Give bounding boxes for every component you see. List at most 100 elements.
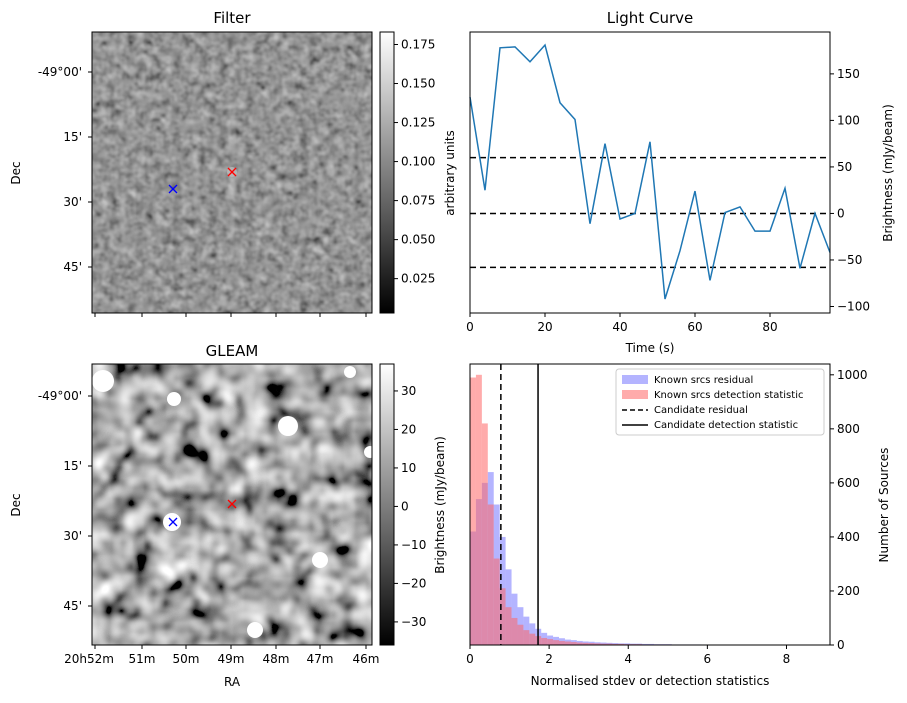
lightcurve-xlabel: Time (s) (625, 341, 675, 355)
gleam-ylabel: Dec (9, 493, 23, 516)
lightcurve-ylabel: arbitrary units (443, 130, 457, 216)
gleam-colorbar-tick-label-4: 10 (401, 461, 416, 475)
lightcurve-xtick-1: 20 (537, 320, 552, 334)
hist-bar-detection-0 (470, 378, 476, 645)
hist-bar-detection-6 (506, 607, 512, 645)
hist-xtick-0: 0 (466, 652, 474, 666)
hist-xtick-2: 4 (624, 652, 632, 666)
legend-label-residual: Known srcs residual (654, 375, 753, 386)
hist-bar-detection-10 (529, 634, 535, 645)
filter-colorbar-tick-label-3: 0.100 (401, 155, 435, 169)
lightcurve-series-line (470, 45, 830, 299)
gleam-y-ticks: -49°00' 15' 30' 45' (38, 389, 92, 613)
gleam-xtick-5: 47m (307, 652, 334, 666)
filter-y-ticks: -49°00' 15' 30' 45' (38, 65, 92, 274)
hist-bar-detection-1 (476, 375, 482, 645)
lightcurve-frame (470, 32, 830, 313)
legend-swatch-residual (622, 375, 648, 384)
legend-label-detection: Known srcs detection statistic (654, 390, 803, 401)
gleam-colorbar-tick-label-3: 0 (401, 499, 409, 513)
histogram-x-ticks: 0 2 4 6 8 (466, 645, 790, 666)
lightcurve-y2tick-3: 50 (837, 160, 852, 174)
gleam-xtick-4: 48m (263, 652, 290, 666)
hist-ytick-1: 200 (837, 584, 860, 598)
gleam-colorbar-label: Brightness (mJy/beam) (433, 436, 447, 574)
lightcurve-y2label: Brightness (mJy/beam) (881, 104, 895, 242)
hist-bar-detection-12 (541, 638, 547, 645)
gleam-colorbar-tick-label-1: −20 (401, 576, 426, 590)
hist-bar-detection-3 (488, 505, 494, 646)
filter-ytick-2: 30' (63, 195, 82, 209)
lightcurve-y2tick-2: 0 (837, 206, 845, 220)
lightcurve-title: Light Curve (607, 9, 693, 27)
gleam-colorbar-tick-label-0: −30 (401, 615, 426, 629)
gleam-x-ticks: 20h52m 51m 50m 49m 48m 47m 46m (64, 645, 379, 666)
hist-bar-detection-14 (553, 640, 559, 645)
hist-ytick-5: 1000 (837, 368, 868, 382)
hist-xtick-3: 6 (704, 652, 712, 666)
filter-colorbar-tick-label-1: 0.050 (401, 233, 435, 247)
gleam-xtick-2: 50m (173, 652, 200, 666)
hist-ytick-0: 0 (837, 638, 845, 652)
gleam-ytick-2: 30' (63, 529, 82, 543)
hist-ytick-2: 400 (837, 530, 860, 544)
hist-bar-detection-13 (547, 639, 553, 645)
hist-xtick-1: 2 (545, 652, 553, 666)
hist-xtick-4: 8 (783, 652, 791, 666)
gleam-ytick-3: 45' (63, 599, 82, 613)
filter-colorbar (380, 32, 394, 313)
lightcurve-x-ticks: 0 20 40 60 80 (466, 313, 777, 334)
gleam-colorbar-tick-label-2: −10 (401, 538, 426, 552)
gleam-panel: GLEAM -49°00' 15' 30' 45' (9, 342, 447, 689)
lightcurve-y2tick-4: 100 (837, 113, 860, 127)
filter-colorbar-tick-label-5: 0.150 (401, 77, 435, 91)
gleam-colorbar-tick-label-6: 30 (401, 384, 416, 398)
filter-colorbar-tick-label-6: 0.175 (401, 37, 435, 51)
lightcurve-y2-ticks: −100 −50 0 50 100 150 (830, 67, 870, 314)
gleam-colorbar (380, 364, 394, 645)
hist-ytick-4: 800 (837, 422, 860, 436)
filter-ylabel: Dec (9, 161, 23, 184)
filter-colorbar-tick-label-4: 0.125 (401, 116, 435, 130)
gleam-xlabel: RA (224, 675, 241, 689)
lightcurve-y2tick-0: −100 (837, 299, 870, 313)
filter-panel: Filter -49°00' 15' 30' 45' Dec (9, 9, 435, 317)
filter-x-ticks (95, 313, 366, 317)
histogram-xlabel: Normalised stdev or detection statistics (531, 674, 770, 688)
histogram-legend: Known srcs residual Known srcs detection… (616, 369, 824, 435)
lightcurve-panel: Light Curve 0 20 40 60 80 −100 −50 0 50 100 150 T… (443, 9, 895, 355)
gleam-xtick-3: 49m (218, 652, 245, 666)
gleam-xtick-6: 46m (353, 652, 380, 666)
lightcurve-xtick-3: 60 (687, 320, 702, 334)
gleam-xtick-1: 51m (129, 652, 156, 666)
filter-title: Filter (213, 9, 251, 27)
gleam-ytick-1: 15' (63, 459, 82, 473)
filter-ytick-3: 45' (63, 260, 82, 274)
filter-ytick-0: -49°00' (38, 65, 82, 79)
hist-bar-detection-4 (494, 559, 500, 645)
lightcurve-xtick-2: 40 (612, 320, 627, 334)
gleam-colorbar-ticks: −30 −20 −10 0 10 20 30 (394, 384, 426, 629)
hist-bar-detection-8 (517, 625, 523, 645)
legend-label-cand-detection: Candidate detection statistic (654, 420, 798, 431)
gleam-xtick-0: 20h52m (64, 652, 114, 666)
gleam-ytick-0: -49°00' (38, 389, 82, 403)
gleam-colorbar-tick-label-5: 20 (401, 422, 416, 436)
lightcurve-xtick-0: 0 (466, 320, 474, 334)
histogram-ylabel: Number of Sources (877, 448, 891, 563)
hist-bar-detection-2 (482, 423, 488, 645)
lightcurve-xtick-4: 80 (762, 320, 777, 334)
hist-bar-detection-15 (559, 641, 565, 645)
hist-bar-detection-7 (512, 618, 518, 645)
lightcurve-y2tick-1: −50 (837, 253, 862, 267)
filter-ytick-1: 15' (63, 130, 82, 144)
hist-bar-detection-16 (565, 641, 571, 645)
legend-label-cand-residual: Candidate residual (654, 405, 748, 416)
lightcurve-y2tick-5: 150 (837, 67, 860, 81)
hist-bar-detection-9 (523, 630, 529, 645)
gleam-title: GLEAM (206, 342, 259, 360)
